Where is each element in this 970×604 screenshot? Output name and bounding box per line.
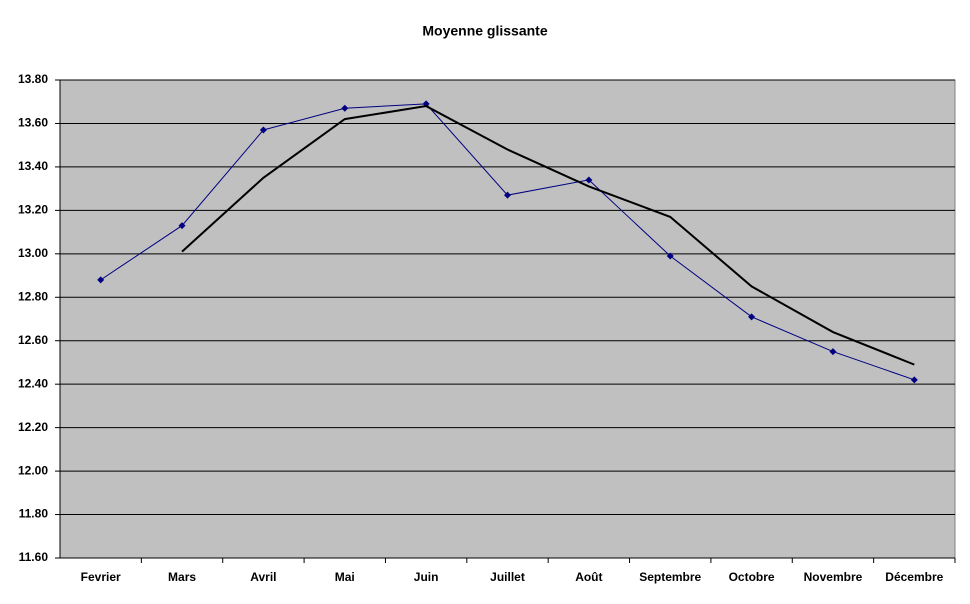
x-tick-label: Fevrier [81, 570, 121, 584]
y-tick-label: 12.40 [18, 376, 48, 390]
series-line [181, 105, 915, 366]
point-marker [666, 252, 674, 260]
point-marker [97, 276, 105, 284]
y-tick-label: 13.40 [18, 159, 48, 173]
y-tick-label: 12.00 [18, 463, 48, 477]
point-marker [829, 348, 837, 356]
y-tick-label: 13.00 [18, 246, 48, 260]
point-marker [504, 191, 511, 199]
y-tick-label: 12.60 [18, 333, 48, 347]
y-tick-label: 11.60 [19, 550, 49, 564]
x-tick-label: Octobre [729, 570, 775, 584]
x-tick-label: Mars [168, 570, 196, 584]
y-tick-label: 12.20 [18, 420, 48, 434]
x-tick-label: Décembre [885, 570, 943, 584]
x-tick-label: Mai [335, 570, 355, 584]
x-tick-label: Juillet [490, 570, 525, 584]
point-marker [341, 104, 349, 112]
y-tick-label: 13.80 [18, 72, 48, 86]
x-tick-label: Septembre [639, 570, 701, 584]
x-tick-label: Avril [250, 570, 276, 584]
y-tick-label: 12.80 [18, 289, 48, 303]
plot-area [59, 79, 956, 559]
y-tick-label: 11.80 [19, 507, 49, 521]
x-tick-label: Août [575, 570, 602, 584]
point-marker [259, 126, 267, 134]
point-marker [178, 222, 186, 230]
point-marker [910, 376, 918, 384]
x-tick-label: Novembre [804, 570, 863, 584]
point-marker [748, 313, 756, 321]
y-tick-label: 13.60 [18, 116, 48, 130]
x-tick-label: Juin [414, 570, 439, 584]
y-tick-label: 13.20 [18, 203, 48, 217]
point-marker [585, 176, 593, 184]
chart-title: Moyenne glissante [422, 23, 547, 39]
